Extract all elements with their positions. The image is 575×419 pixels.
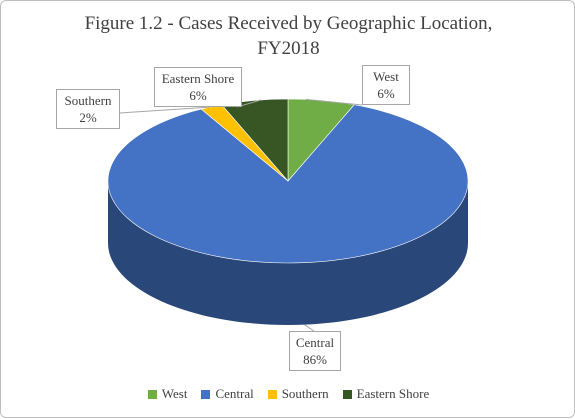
chart-title: Figure 1.2 - Cases Received by Geographi… bbox=[1, 11, 575, 61]
legend-label-central: Central bbox=[215, 386, 254, 401]
legend-label-southern: Southern bbox=[281, 386, 329, 401]
leader-line-southern bbox=[119, 106, 210, 114]
callout-west-value: 6% bbox=[377, 86, 395, 101]
callout-central-value: 86% bbox=[303, 352, 327, 367]
legend-item-west: West bbox=[147, 386, 188, 402]
callout-southern: Southern 2% bbox=[56, 89, 120, 129]
callout-southern-name: Southern bbox=[64, 93, 112, 108]
callout-central: Central 86% bbox=[289, 331, 341, 371]
callout-central-name: Central bbox=[295, 335, 335, 350]
legend-label-eastern-shore: Eastern Shore bbox=[356, 386, 430, 401]
pie-side-central bbox=[108, 181, 468, 325]
callout-west: West 6% bbox=[362, 65, 410, 105]
callout-west-name: West bbox=[373, 69, 399, 84]
callout-eastern-shore-value: 6% bbox=[189, 88, 207, 103]
legend-swatch-southern bbox=[267, 389, 277, 399]
legend-swatch-central bbox=[201, 389, 211, 399]
legend-item-southern: Southern bbox=[267, 386, 329, 402]
chart-title-line-2: FY2018 bbox=[257, 38, 320, 59]
callout-eastern-shore-name: Eastern Shore bbox=[161, 71, 235, 86]
leader-line-west bbox=[305, 98, 363, 106]
leader-line-central bbox=[304, 324, 315, 332]
legend-swatch-west bbox=[147, 389, 157, 399]
pie-slice-central bbox=[107, 104, 469, 264]
callout-southern-value: 2% bbox=[79, 110, 97, 125]
legend: West Central Southern Eastern Shore bbox=[1, 386, 575, 402]
legend-swatch-eastern-shore bbox=[342, 389, 352, 399]
chart-title-line-1: Figure 1.2 - Cases Received by Geographi… bbox=[84, 13, 493, 34]
legend-label-west: West bbox=[161, 386, 188, 401]
callout-eastern-shore: Eastern Shore 6% bbox=[154, 67, 242, 107]
legend-item-central: Central bbox=[201, 386, 254, 402]
legend-item-eastern-shore: Eastern Shore bbox=[342, 386, 430, 402]
